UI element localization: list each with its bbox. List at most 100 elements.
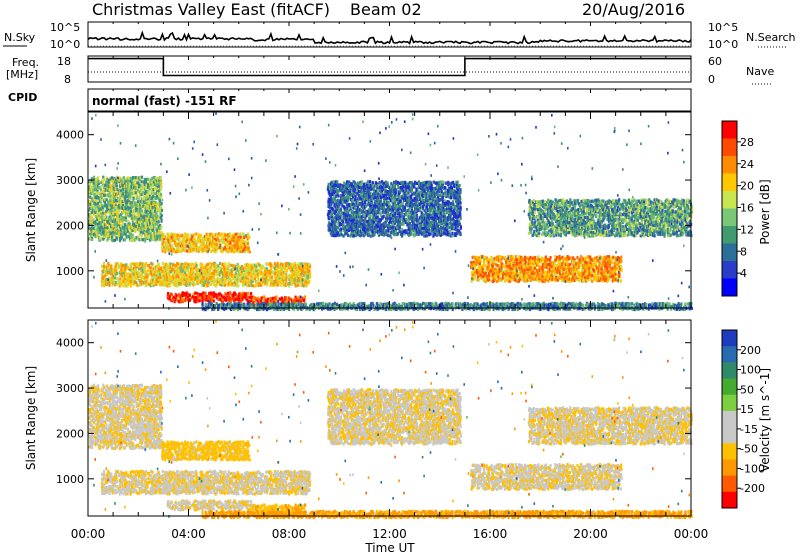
power-cell (219, 283, 221, 286)
power-cell (97, 180, 99, 183)
power-cell (193, 238, 195, 241)
power-cell (141, 176, 143, 179)
date-label: 20/Aug/2016 (582, 0, 685, 19)
power-cell (132, 277, 134, 280)
power-cell (91, 226, 93, 229)
power-cell (186, 236, 188, 239)
power-cell (215, 263, 217, 266)
power-cell (179, 267, 181, 270)
power-cell (213, 269, 215, 272)
power-cell (111, 206, 113, 209)
power-cell (159, 280, 161, 283)
power-cell (233, 284, 235, 287)
freq-label-line2: [MHz] (6, 68, 38, 81)
noise-left-tick-bottom: 10^0 (50, 38, 80, 51)
power-cell (187, 233, 189, 236)
power-cell (90, 192, 92, 195)
power-cell (141, 277, 143, 280)
power-cell (160, 181, 162, 184)
power-cell (193, 272, 195, 275)
power-cell (104, 213, 106, 216)
nave-label: Nave (746, 65, 774, 78)
power-cell (103, 262, 105, 265)
power-cell (216, 243, 218, 246)
power-cell (120, 283, 122, 286)
noise-sky-line (88, 33, 691, 44)
power-cell (190, 263, 192, 266)
power-cell (98, 197, 100, 200)
power-cell (124, 281, 126, 284)
power-cell (248, 246, 250, 249)
power-cell (93, 181, 95, 184)
power-cell (172, 263, 174, 266)
power-cell (193, 280, 195, 283)
power-cell (145, 187, 147, 190)
power-cell (135, 281, 137, 284)
power-cell (162, 262, 164, 265)
power-cell (128, 177, 130, 180)
power-cell (134, 183, 136, 186)
freq-panel: Freq. [MHz] 18 8 60 0 Nave (6, 55, 774, 86)
power-cell (141, 180, 143, 183)
power-cell (120, 189, 122, 192)
power-cell (130, 232, 132, 235)
power-cell (117, 262, 119, 265)
power-cell (145, 266, 147, 269)
power-cell (177, 248, 179, 251)
power-cell (93, 193, 95, 196)
power-cell (100, 199, 102, 202)
power-cell (242, 273, 244, 276)
power-cell (231, 238, 233, 241)
power-cell (229, 241, 231, 244)
power-cell (164, 250, 166, 253)
beam-label: Beam 02 (350, 0, 422, 19)
power-cell (224, 262, 226, 265)
power-cell (121, 207, 123, 210)
power-cell (135, 225, 137, 228)
power-cell (195, 232, 197, 235)
noise-right-label: N.Search (746, 31, 796, 44)
power-cell (140, 190, 142, 193)
power-cell (124, 223, 126, 226)
power-cell (193, 233, 195, 236)
power-cell (221, 246, 223, 249)
power-cell (110, 199, 112, 202)
power-cell (160, 231, 162, 234)
power-cell (147, 269, 149, 272)
power-cell (114, 196, 116, 199)
power-cell (179, 238, 181, 241)
power-cell (150, 215, 152, 218)
power-cell (106, 220, 108, 223)
power-cell (239, 232, 241, 235)
power-cell (93, 218, 95, 221)
power-cell (158, 263, 160, 266)
power-cell (135, 176, 137, 179)
power-cell (151, 226, 153, 229)
power-cell (186, 249, 188, 252)
power-cell (160, 188, 162, 191)
power-cell (247, 232, 249, 235)
power-cell (211, 233, 213, 236)
power-cell (175, 250, 177, 253)
power-cell (212, 245, 214, 248)
power-cell (207, 284, 209, 287)
power-cell (103, 265, 105, 268)
power-cell (160, 267, 162, 270)
power-cell (160, 185, 162, 188)
power-cell (209, 238, 211, 241)
power-cell (184, 248, 186, 251)
power-cell (150, 266, 152, 269)
power-cell (242, 284, 244, 287)
power-cell (187, 269, 189, 272)
power-cell (125, 219, 127, 222)
power-cell (217, 270, 219, 273)
noise-right-tick-bottom: 10^0 (708, 38, 738, 51)
power-cell (127, 266, 129, 269)
power-cell (145, 262, 147, 265)
power-cell (237, 233, 239, 236)
power-cell (248, 236, 250, 239)
power-cell (89, 196, 91, 199)
power-cell (131, 195, 133, 198)
power-cell (163, 240, 165, 243)
power-cell (130, 284, 132, 287)
